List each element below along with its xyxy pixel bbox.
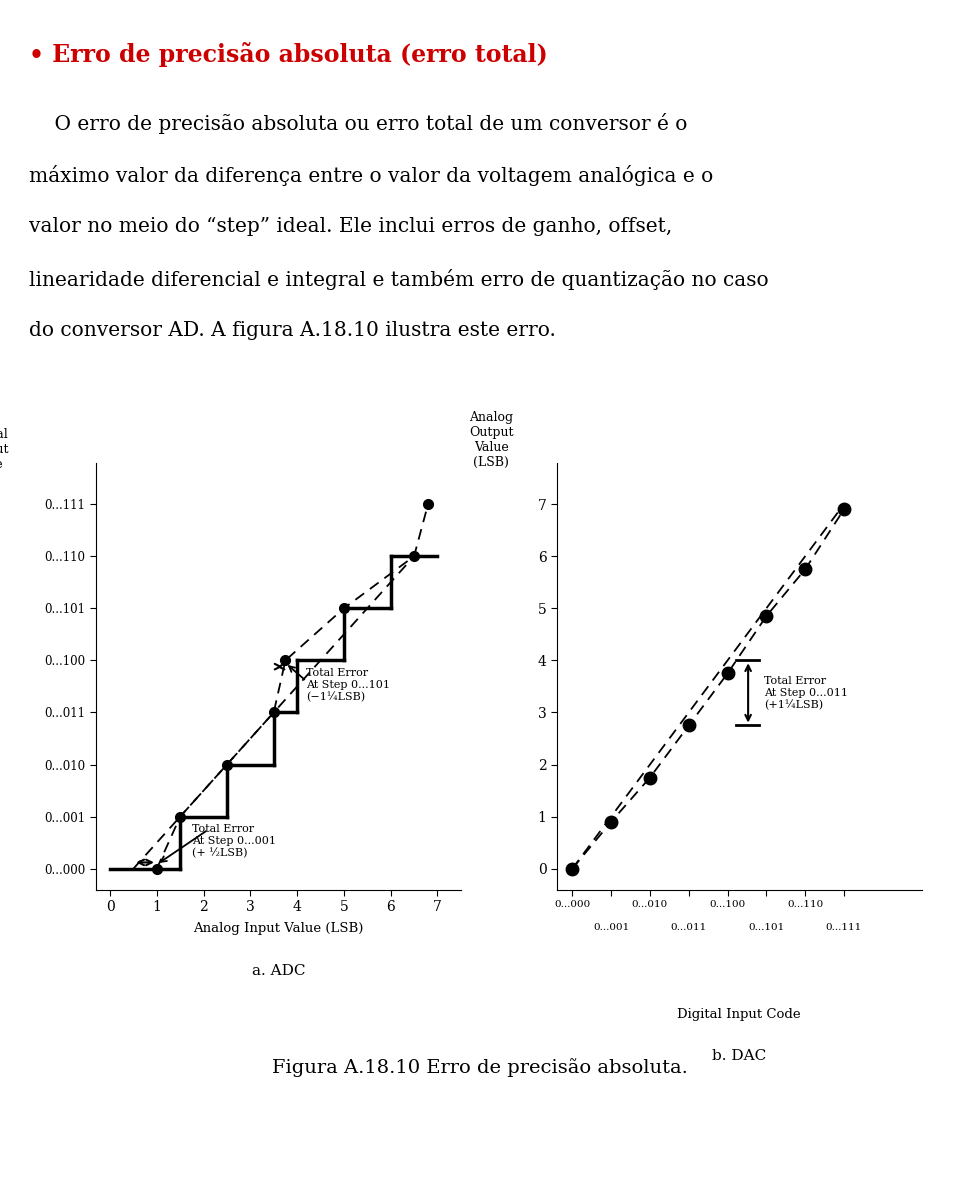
Text: 0...011: 0...011 [671, 924, 707, 932]
Text: 0...100: 0...100 [709, 900, 746, 908]
Text: 0...010: 0...010 [632, 900, 668, 908]
Text: 0...001: 0...001 [593, 924, 629, 932]
X-axis label: Analog Input Value (LSB): Analog Input Value (LSB) [193, 923, 364, 936]
Text: Analog
Output
Value
(LSB): Analog Output Value (LSB) [468, 412, 514, 470]
Text: 0...101: 0...101 [748, 924, 784, 932]
Text: • Erro de precisão absoluta (erro total): • Erro de precisão absoluta (erro total) [29, 42, 547, 66]
Text: Total Error
At Step 0...001
(+ ½LSB): Total Error At Step 0...001 (+ ½LSB) [192, 824, 276, 859]
Text: 0...111: 0...111 [826, 924, 862, 932]
Text: 0...110: 0...110 [787, 900, 824, 908]
Text: Total Error
At Step 0...101
(−1¼LSB): Total Error At Step 0...101 (−1¼LSB) [306, 668, 391, 702]
Text: Total Error
At Step 0...011
(+1¼LSB): Total Error At Step 0...011 (+1¼LSB) [764, 676, 849, 710]
Text: do conversor AD. A figura A.18.10 ilustra este erro.: do conversor AD. A figura A.18.10 ilustr… [29, 321, 556, 340]
Text: a. ADC: a. ADC [252, 964, 305, 978]
Text: Figura A.18.10 Erro de precisão absoluta.: Figura A.18.10 Erro de precisão absoluta… [272, 1058, 688, 1077]
Text: 0...000: 0...000 [554, 900, 590, 908]
Text: Digital Input Code: Digital Input Code [678, 1008, 801, 1021]
Text: linearidade diferencial e integral e também erro de quantização no caso: linearidade diferencial e integral e tam… [29, 269, 768, 291]
Text: O erro de precisão absoluta ou erro total de um conversor é o: O erro de precisão absoluta ou erro tota… [29, 113, 687, 134]
Text: b. DAC: b. DAC [712, 1050, 766, 1064]
Text: valor no meio do “step” ideal. Ele inclui erros de ganho, offset,: valor no meio do “step” ideal. Ele inclu… [29, 217, 672, 236]
Text: Digital
Output
Code: Digital Output Code [0, 428, 9, 471]
Text: máximo valor da diferença entre o valor da voltagem analógica e o: máximo valor da diferença entre o valor … [29, 165, 713, 186]
